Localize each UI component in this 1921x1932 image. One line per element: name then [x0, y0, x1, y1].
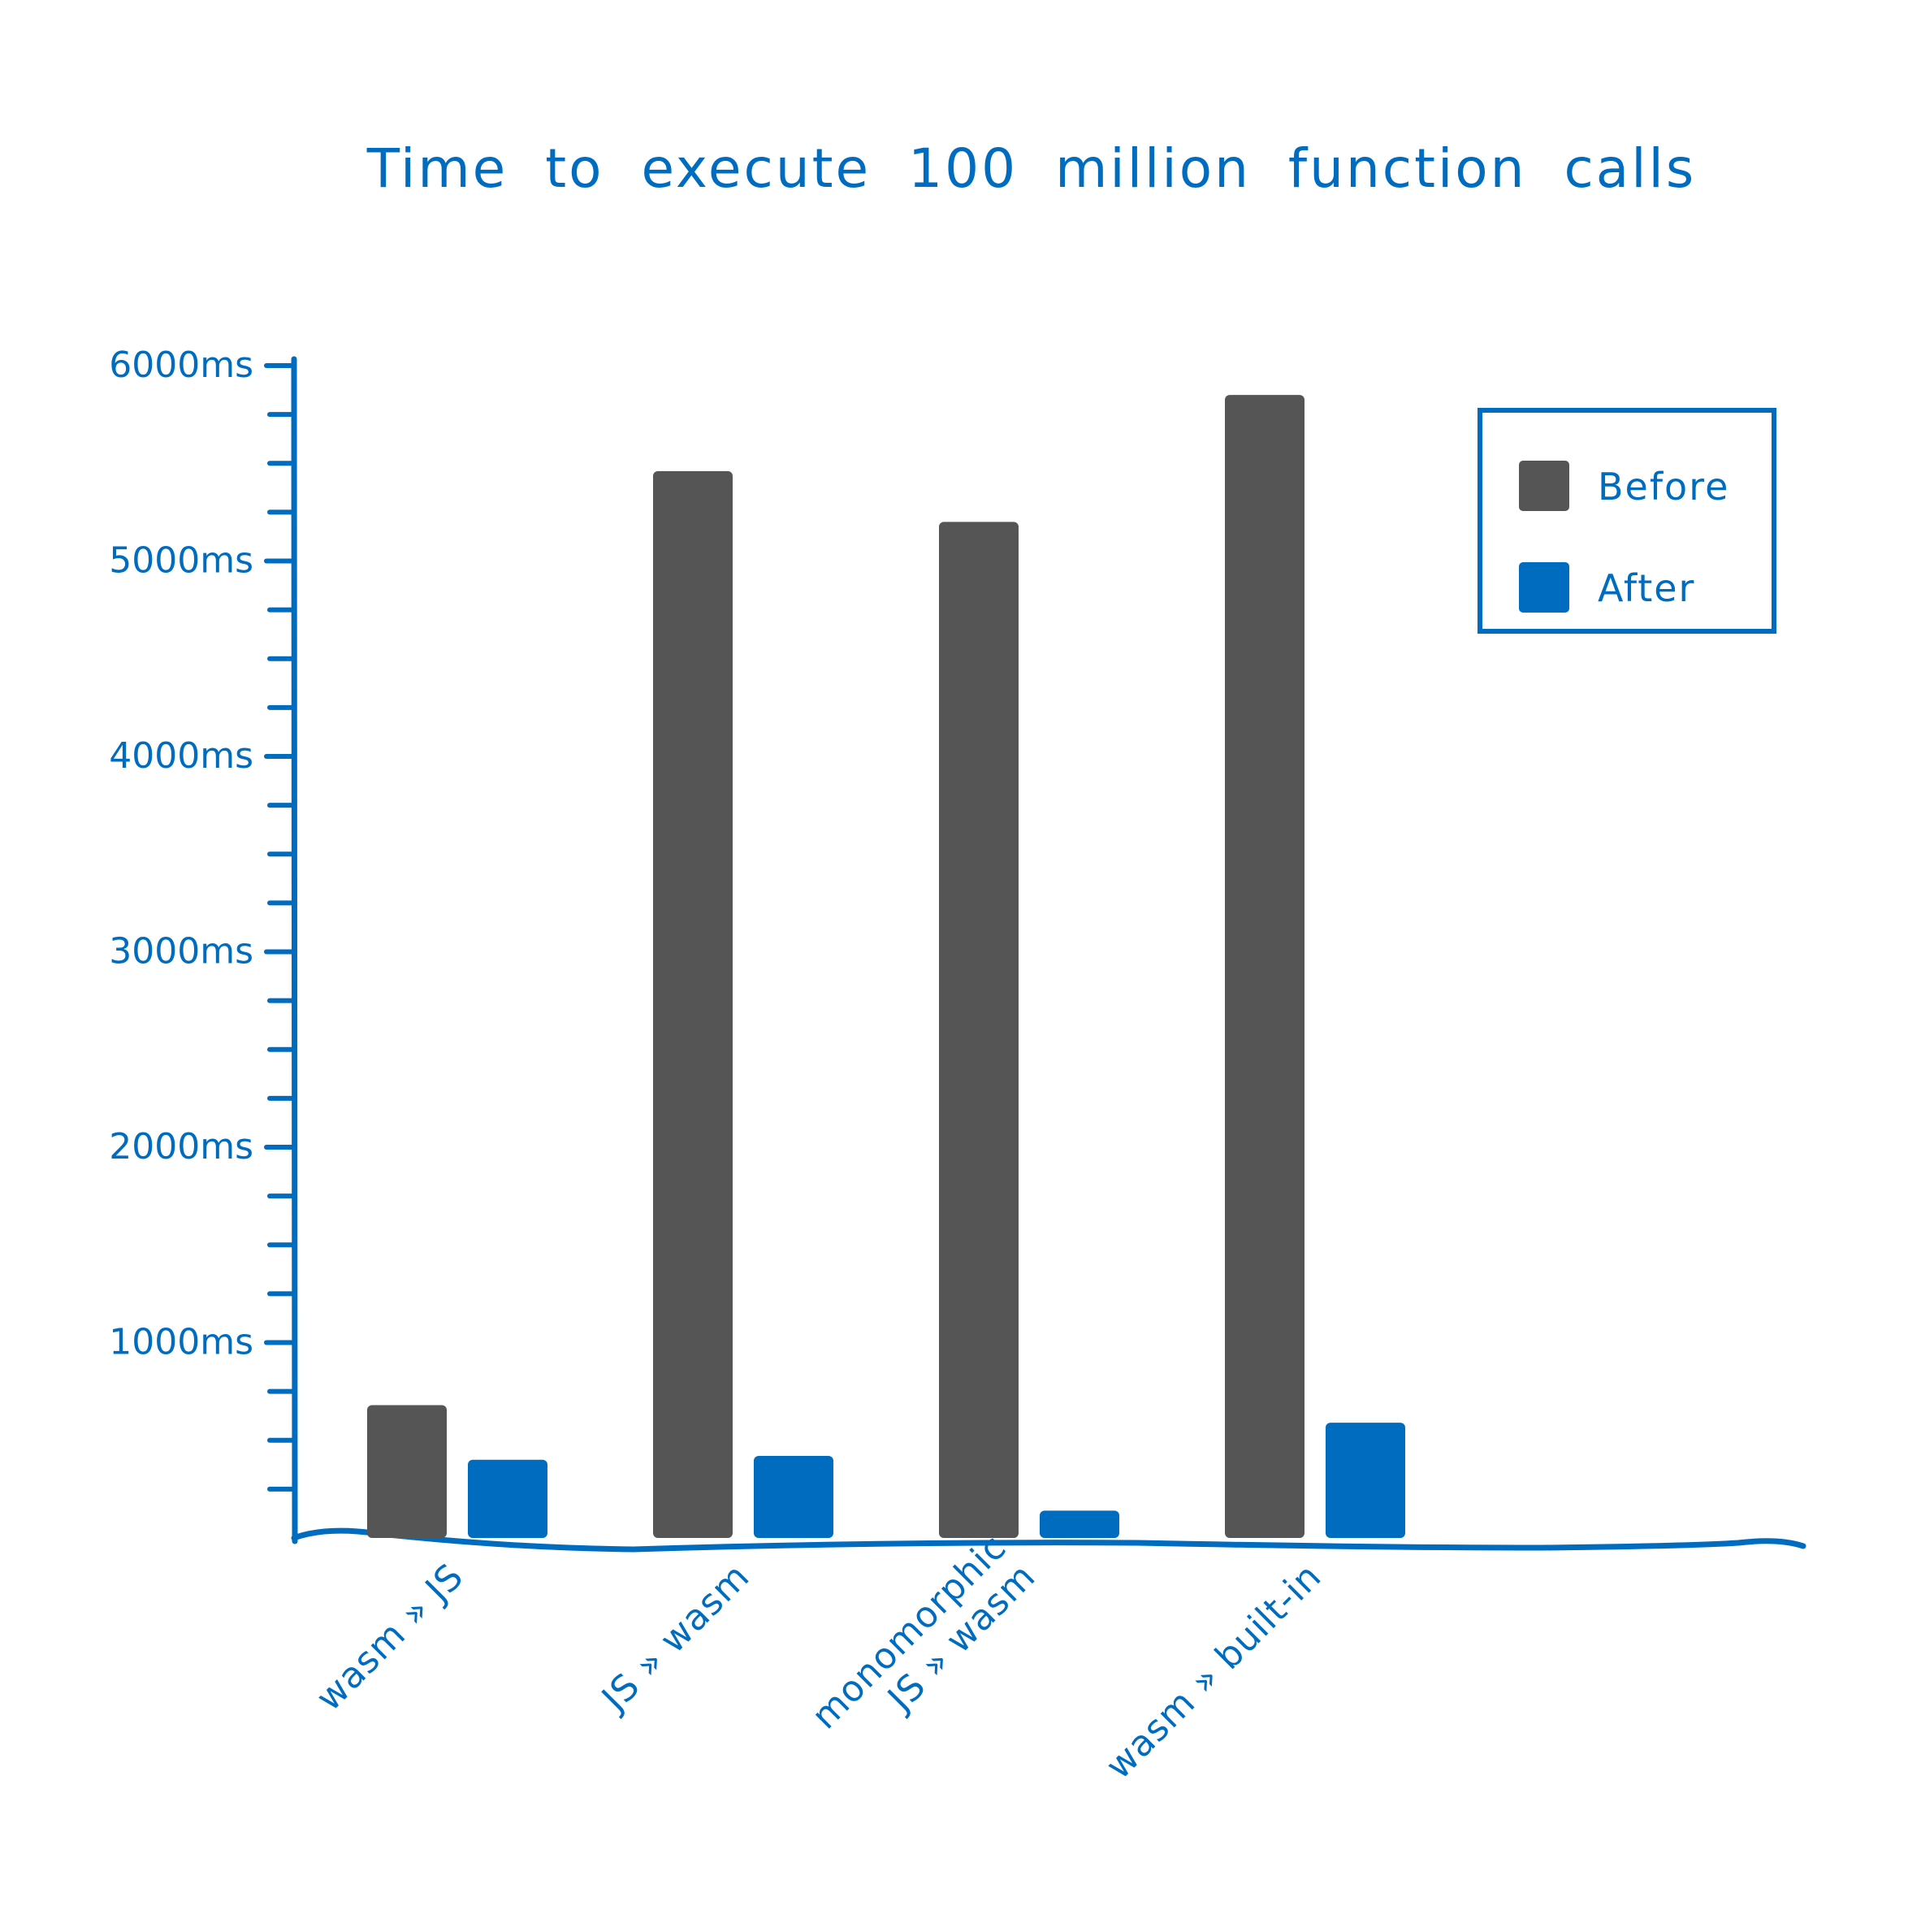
bar-before-2 — [939, 522, 1019, 1538]
chart-title: Time to execute 100 million function cal… — [366, 137, 1697, 200]
legend: Before After — [1478, 408, 1776, 634]
legend-label-before: Before — [1598, 465, 1729, 509]
bar-before-1 — [653, 470, 733, 1538]
legend-swatch-after — [1519, 562, 1569, 613]
x-axis — [291, 1527, 1806, 1553]
x-category-label: wasm » built-in — [1098, 1556, 1330, 1787]
bar-before-0 — [367, 1405, 447, 1538]
x-category-label: JS » wasm — [592, 1556, 757, 1721]
x-category-label-line: wasm » JS — [309, 1556, 472, 1719]
bars — [367, 395, 1405, 1539]
y-tick-label: 3000ms — [109, 931, 253, 972]
y-tick-label: 4000ms — [109, 735, 253, 777]
x-category-label: monomorphicJS » wasm — [804, 1527, 1044, 1766]
bar-after-1 — [754, 1455, 833, 1538]
y-tick-label: 5000ms — [109, 540, 253, 582]
y-tick-label: 6000ms — [109, 344, 253, 386]
bar-after-0 — [468, 1459, 547, 1538]
bar-after-3 — [1326, 1423, 1405, 1538]
x-axis-line — [291, 1527, 1806, 1553]
legend-swatch-before — [1519, 461, 1569, 511]
x-category-label-line: wasm » built-in — [1098, 1556, 1330, 1787]
category-labels: wasm » JS JS » wasm monomorphicJS » wasm wa… — [309, 1527, 1330, 1787]
y-axis: 1000ms 2000ms 3000ms 4000ms 5000ms 6000ms — [109, 344, 298, 1544]
x-category-label-line: JS » wasm — [592, 1556, 757, 1721]
y-tick-label: 2000ms — [109, 1126, 253, 1167]
bar-after-2 — [1040, 1510, 1119, 1538]
y-tick-label: 1000ms — [109, 1322, 253, 1363]
bar-before-3 — [1225, 395, 1304, 1539]
legend-label-after: After — [1598, 566, 1695, 610]
x-category-label: wasm » JS — [309, 1556, 472, 1719]
